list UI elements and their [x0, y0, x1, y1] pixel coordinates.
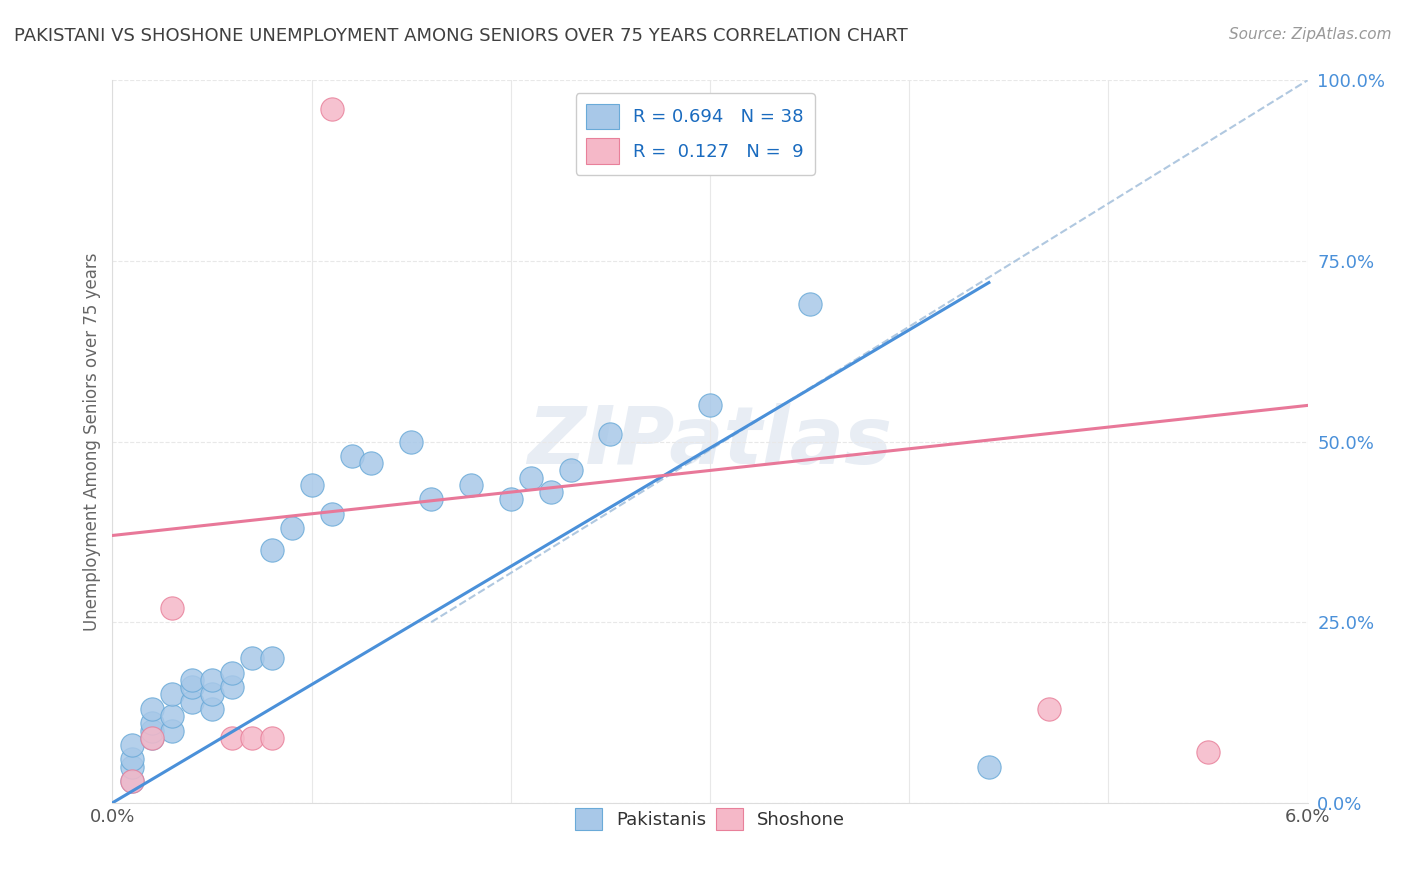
Point — [401, 434, 423, 449]
Point — [460, 478, 482, 492]
Point — [499, 492, 522, 507]
Point — [221, 665, 243, 680]
Point — [560, 463, 582, 477]
Point — [121, 774, 143, 789]
Point — [162, 600, 183, 615]
Point — [1197, 745, 1219, 759]
Point — [240, 731, 263, 745]
Point — [181, 680, 204, 694]
Point — [240, 651, 263, 665]
Point — [977, 760, 1000, 774]
Text: PAKISTANI VS SHOSHONE UNEMPLOYMENT AMONG SENIORS OVER 75 YEARS CORRELATION CHART: PAKISTANI VS SHOSHONE UNEMPLOYMENT AMONG… — [14, 27, 908, 45]
Point — [201, 702, 224, 716]
Point — [141, 731, 163, 745]
Legend: Pakistanis, Shoshone: Pakistanis, Shoshone — [568, 801, 852, 837]
Point — [141, 702, 163, 716]
Point — [121, 738, 143, 752]
Text: ZIPatlas: ZIPatlas — [527, 402, 893, 481]
Point — [260, 542, 283, 557]
Point — [799, 297, 821, 311]
Point — [121, 752, 143, 766]
Point — [121, 774, 143, 789]
Point — [221, 680, 243, 694]
Point — [281, 521, 304, 535]
Point — [540, 485, 562, 500]
Point — [162, 709, 183, 723]
Point — [201, 673, 224, 687]
Point — [1038, 702, 1060, 716]
Point — [301, 478, 323, 492]
Point — [360, 456, 382, 470]
Point — [599, 427, 621, 442]
Point — [121, 760, 143, 774]
Point — [181, 695, 204, 709]
Text: Source: ZipAtlas.com: Source: ZipAtlas.com — [1229, 27, 1392, 42]
Point — [181, 673, 204, 687]
Point — [162, 687, 183, 701]
Point — [520, 470, 543, 484]
Point — [321, 102, 343, 116]
Point — [420, 492, 443, 507]
Point — [340, 449, 363, 463]
Point — [141, 731, 163, 745]
Point — [699, 398, 721, 412]
Point — [141, 723, 163, 738]
Point — [141, 716, 163, 731]
Point — [260, 651, 283, 665]
Y-axis label: Unemployment Among Seniors over 75 years: Unemployment Among Seniors over 75 years — [83, 252, 101, 631]
Point — [162, 723, 183, 738]
Point — [221, 731, 243, 745]
Point — [260, 731, 283, 745]
Point — [201, 687, 224, 701]
Point — [321, 507, 343, 521]
